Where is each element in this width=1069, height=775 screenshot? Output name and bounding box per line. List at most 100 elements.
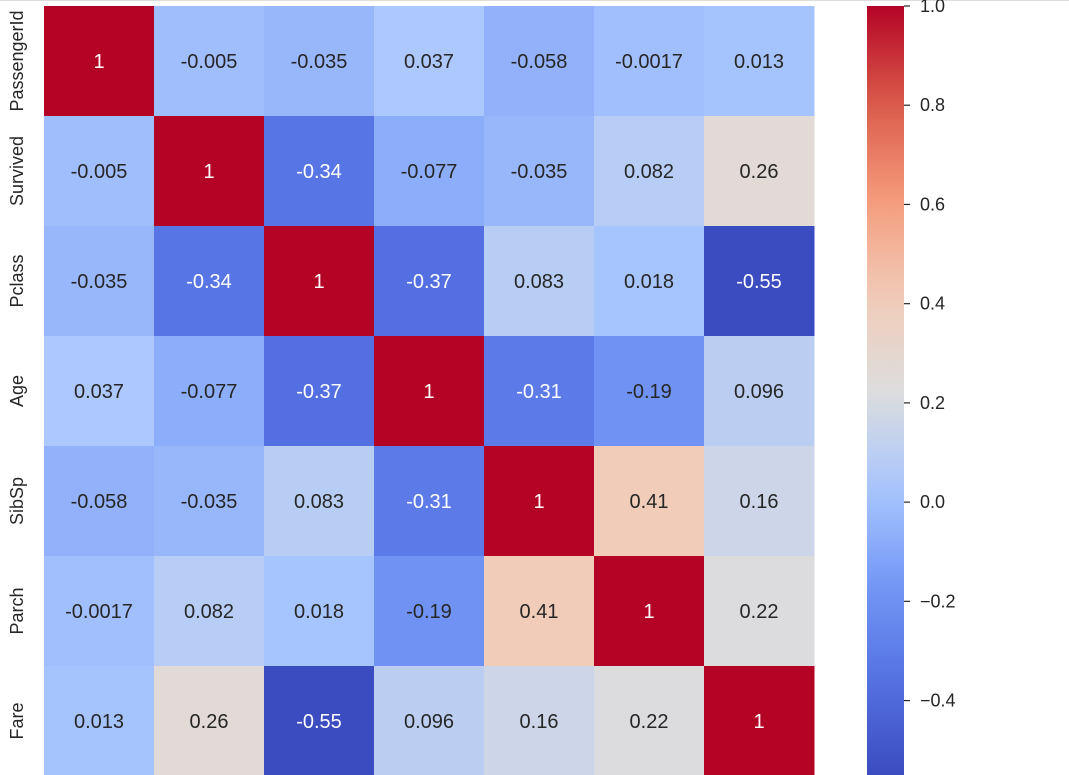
row-label-pclass: Pclass bbox=[7, 254, 27, 307]
colorbar-tick-label: 0.0 bbox=[920, 492, 945, 512]
cell-value-label: -0.55 bbox=[736, 271, 782, 293]
cell-value-label: -0.37 bbox=[406, 271, 452, 293]
cell-value-label: -0.31 bbox=[406, 491, 452, 513]
heatmap-cell bbox=[154, 446, 265, 557]
colorbar-tick-label: 0.8 bbox=[920, 95, 945, 115]
heatmap-cell bbox=[44, 336, 155, 447]
heatmap-cell bbox=[154, 226, 265, 337]
heatmap-cell bbox=[374, 226, 485, 337]
cell-value-label: 0.018 bbox=[624, 271, 674, 293]
cell-value-label: -0.005 bbox=[181, 51, 238, 73]
cell-value-label: -0.55 bbox=[296, 711, 342, 733]
heatmap-cell bbox=[154, 6, 265, 117]
cell-value-label: 1 bbox=[203, 161, 214, 183]
colorbar-tick-label: −0.2 bbox=[920, 591, 956, 611]
cell-value-label: -0.37 bbox=[296, 381, 342, 403]
cell-value-label: 0.41 bbox=[630, 491, 669, 513]
cell-value-label: 0.26 bbox=[740, 161, 779, 183]
cell-value-label: 0.082 bbox=[624, 161, 674, 183]
heatmap-cell bbox=[154, 336, 265, 447]
cell-value-label: -0.005 bbox=[71, 161, 128, 183]
cell-value-label: 0.26 bbox=[190, 711, 229, 733]
cell-value-label: -0.19 bbox=[626, 381, 672, 403]
heatmap-cell bbox=[264, 336, 375, 447]
colorbar-tick-label: 1.0 bbox=[920, 0, 945, 16]
cell-value-label: -0.035 bbox=[291, 51, 348, 73]
colorbar-tick-label: 0.6 bbox=[920, 194, 945, 214]
row-label-passengerid: PassengerId bbox=[7, 10, 27, 111]
heatmap-cell bbox=[374, 556, 485, 667]
heatmap-cell bbox=[594, 556, 705, 667]
cell-value-label: 0.22 bbox=[740, 601, 779, 623]
heatmap-cell bbox=[154, 556, 265, 667]
cell-value-label: 1 bbox=[753, 711, 764, 733]
cell-value-label: 1 bbox=[643, 601, 654, 623]
cell-value-label: -0.31 bbox=[516, 381, 562, 403]
heatmap-cell bbox=[704, 116, 815, 227]
heatmap-cell bbox=[44, 666, 155, 775]
cell-value-label: 0.082 bbox=[184, 601, 234, 623]
heatmap-cell bbox=[594, 116, 705, 227]
heatmap-cell bbox=[374, 446, 485, 557]
heatmap-cell bbox=[484, 116, 595, 227]
heatmap-cell bbox=[374, 116, 485, 227]
heatmap-cell bbox=[44, 556, 155, 667]
row-label-fare: Fare bbox=[7, 702, 27, 739]
row-label-sibsp: SibSp bbox=[7, 477, 27, 525]
colorbar-gradient bbox=[867, 6, 904, 775]
heatmap-cell bbox=[264, 6, 375, 117]
cell-value-label: 0.083 bbox=[514, 271, 564, 293]
heatmap-annotations: 1 -0.005 -0.035 0.037 -0.058 -0.0017 0.013 -0.0… bbox=[65, 51, 784, 733]
heatmap-cell bbox=[704, 226, 815, 337]
heatmap-cell bbox=[44, 446, 155, 557]
row-tick-labels: PassengerId Survived Pclass Age SibSp Parch Fa… bbox=[7, 10, 27, 739]
cell-value-label: 1 bbox=[533, 491, 544, 513]
heatmap-cell bbox=[704, 556, 815, 667]
heatmap-cell bbox=[704, 666, 815, 775]
heatmap-cell bbox=[704, 6, 815, 117]
heatmap-cell bbox=[594, 446, 705, 557]
cell-value-label: 0.096 bbox=[734, 381, 784, 403]
colorbar-tick-label: −0.4 bbox=[920, 691, 956, 711]
cell-value-label: 0.16 bbox=[520, 711, 559, 733]
cell-value-label: 0.41 bbox=[520, 601, 559, 623]
row-label-parch: Parch bbox=[7, 587, 27, 634]
cell-value-label: -0.34 bbox=[296, 161, 342, 183]
cell-value-label: 0.037 bbox=[404, 51, 454, 73]
cell-value-label: 0.22 bbox=[630, 711, 669, 733]
cell-value-label: 1 bbox=[423, 381, 434, 403]
heatmap-cell bbox=[154, 116, 265, 227]
heatmap-cell bbox=[704, 336, 815, 447]
cell-value-label: -0.0017 bbox=[65, 601, 133, 623]
cell-value-label: -0.0017 bbox=[615, 51, 683, 73]
row-label-age: Age bbox=[7, 375, 27, 407]
colorbar-tick-label: 0.2 bbox=[920, 393, 945, 413]
cell-value-label: 1 bbox=[93, 51, 104, 73]
cell-value-label: -0.035 bbox=[71, 271, 128, 293]
heatmap-cell bbox=[264, 116, 375, 227]
heatmap-cell bbox=[44, 6, 155, 117]
heatmap-cell bbox=[484, 336, 595, 447]
heatmap-cell bbox=[484, 226, 595, 337]
cell-value-label: 1 bbox=[313, 271, 324, 293]
colorbar-tick-label: 0.4 bbox=[920, 294, 945, 314]
cell-value-label: -0.077 bbox=[181, 381, 238, 403]
heatmap-cell bbox=[594, 226, 705, 337]
cell-value-label: -0.34 bbox=[186, 271, 232, 293]
heatmap-cell bbox=[264, 556, 375, 667]
cell-value-label: -0.058 bbox=[511, 51, 568, 73]
top-border bbox=[0, 0, 1069, 1]
heatmap-cell bbox=[264, 666, 375, 775]
heatmap-cell bbox=[484, 446, 595, 557]
heatmap-cell bbox=[264, 446, 375, 557]
heatmap-cell bbox=[374, 666, 485, 775]
colorbar: 1.0 0.8 0.6 0.4 0.2 0.0 −0.2 −0.4 bbox=[867, 0, 956, 775]
cell-value-label: -0.035 bbox=[511, 161, 568, 183]
cell-value-label: 0.013 bbox=[74, 711, 124, 733]
heatmap-cell bbox=[44, 226, 155, 337]
heatmap-cell bbox=[374, 336, 485, 447]
heatmap-cell bbox=[484, 6, 595, 117]
heatmap-cell bbox=[154, 666, 265, 775]
heatmap-cell bbox=[594, 6, 705, 117]
